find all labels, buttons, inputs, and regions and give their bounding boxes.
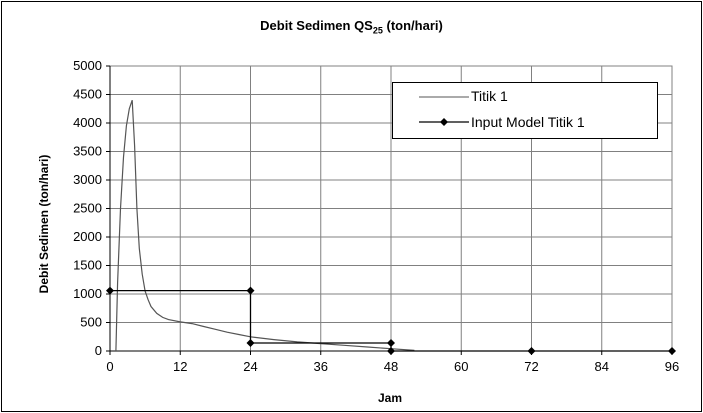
data-point-diamond — [246, 339, 255, 348]
x-axis-label: Jam — [377, 391, 403, 405]
x-tick-label: 24 — [243, 359, 257, 374]
legend-line-symbol — [419, 96, 469, 98]
data-point-diamond — [246, 286, 255, 295]
x-tick-label: 72 — [524, 359, 538, 374]
x-tick-label: 0 — [106, 359, 113, 374]
y-tick-label: 500 — [80, 315, 102, 330]
data-point-diamond — [387, 347, 395, 355]
y-tick-label: 3500 — [73, 144, 102, 159]
chart-title: Debit Sedimen QS25 (ton/hari) — [260, 18, 443, 36]
x-tick-label: 36 — [314, 359, 328, 374]
y-tick-label: 2000 — [73, 229, 102, 244]
series-line-titik-1 — [115, 100, 415, 352]
y-tick-label: 2500 — [73, 201, 102, 216]
x-tick-label: 48 — [384, 359, 398, 374]
x-tick-label: 12 — [173, 359, 187, 374]
legend: Titik 1 Input Model Titik 1 — [392, 82, 658, 139]
data-point-diamond — [106, 286, 114, 295]
legend-diamond-symbol — [419, 118, 469, 126]
data-point-diamond — [668, 347, 676, 355]
y-tick-label: 3000 — [73, 172, 102, 187]
data-point-diamond — [527, 347, 536, 355]
legend-item-titik-1: Titik 1 — [393, 86, 657, 106]
legend-label: Titik 1 — [471, 88, 508, 104]
y-tick-label: 1000 — [73, 286, 102, 301]
x-tick-label: 60 — [454, 359, 468, 374]
x-tick-label: 96 — [665, 359, 679, 374]
y-tick-label: 0 — [95, 343, 102, 358]
y-tick-label: 4500 — [73, 87, 102, 102]
data-point-diamond — [387, 339, 395, 348]
y-tick-label: 5000 — [73, 58, 102, 73]
x-tick-label: 84 — [595, 359, 609, 374]
legend-item-input-model: Input Model Titik 1 — [393, 112, 657, 132]
y-tick-label: 1500 — [73, 258, 102, 273]
legend-label: Input Model Titik 1 — [471, 114, 585, 130]
y-tick-label: 4000 — [73, 115, 102, 130]
